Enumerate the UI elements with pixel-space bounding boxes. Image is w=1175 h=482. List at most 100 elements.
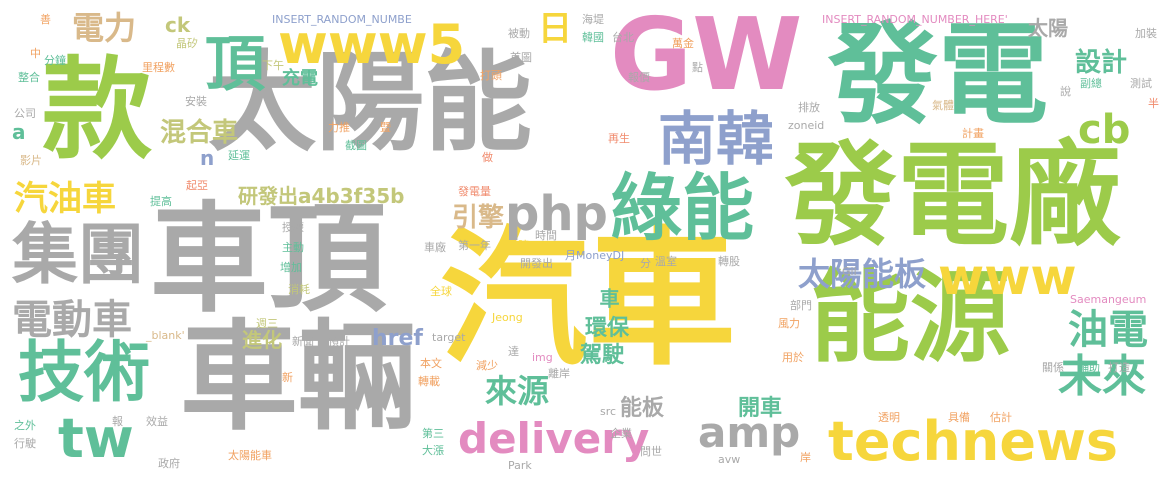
word: 企業	[610, 427, 632, 440]
word: 全球	[430, 285, 452, 298]
word: 安裝	[185, 95, 207, 108]
word: 延運	[228, 149, 250, 162]
word: 太陽	[1028, 16, 1068, 40]
word: 力推	[328, 121, 350, 134]
word: 離岸	[548, 367, 570, 380]
word: 風力	[778, 317, 800, 330]
word: 計畫	[962, 127, 984, 140]
word: 轉股	[718, 255, 740, 268]
word: 達	[508, 345, 519, 358]
word: 汽油車	[14, 179, 116, 219]
word: 油電	[1068, 307, 1148, 353]
word: src	[600, 405, 617, 418]
word: 溫室	[655, 255, 677, 268]
word: amp	[698, 408, 801, 457]
word: 關係	[1042, 361, 1064, 374]
word: 說	[1060, 85, 1071, 98]
word: 陣	[518, 239, 529, 252]
word: n	[200, 146, 215, 170]
word: 綠能	[610, 166, 755, 250]
word: 半	[1148, 97, 1159, 110]
word: a	[12, 120, 26, 144]
word: 週三	[256, 317, 278, 330]
word: 大漲	[422, 444, 444, 457]
word: 能板	[620, 396, 665, 421]
word: INSERT_RANDOM_NUMBE	[272, 13, 412, 26]
word: 下午	[262, 59, 284, 72]
word: Saemangeum	[1070, 293, 1147, 306]
word: 排放	[798, 101, 820, 114]
word: 消耗	[288, 283, 310, 296]
word: 設計	[1075, 48, 1128, 78]
word: href	[372, 326, 424, 351]
word: Jeong	[492, 311, 523, 324]
word: 整合	[18, 71, 40, 84]
word: 分鐘	[44, 54, 66, 67]
word: 測試	[1130, 77, 1152, 90]
word: 環保	[585, 316, 630, 341]
word: 駕駛	[580, 343, 625, 368]
word: 影片	[20, 154, 42, 167]
word: 首圖	[510, 51, 532, 64]
word: 本文	[420, 357, 442, 370]
word: 分	[640, 257, 651, 270]
word: 車頂	[150, 190, 387, 328]
word: 部門	[790, 299, 812, 312]
word: tw	[58, 407, 134, 470]
word: 引擎	[452, 203, 505, 233]
word: GW	[610, 0, 803, 113]
word: 晶矽	[176, 37, 198, 50]
word: 點	[692, 61, 703, 74]
word: 能源	[810, 259, 1010, 376]
word: 授權	[282, 221, 304, 234]
word: 韓國	[582, 31, 604, 44]
word: 輔助	[1078, 361, 1100, 374]
word: 進化	[242, 328, 282, 352]
word: 報價	[628, 71, 650, 84]
word: 新	[282, 371, 293, 384]
word: 增加	[280, 261, 302, 274]
word: 截圖	[345, 139, 367, 152]
word: 太陽能板	[798, 255, 927, 293]
word: 主動	[282, 241, 304, 254]
word: 充電	[282, 68, 318, 89]
word: target	[432, 331, 466, 344]
word: 效益	[146, 415, 168, 428]
word: 副總	[1080, 77, 1102, 90]
word: 新聞	[292, 335, 314, 348]
word: 提高	[150, 195, 172, 208]
word: 岸	[800, 451, 811, 464]
word: 做	[482, 151, 493, 164]
word: 中	[30, 47, 41, 60]
word: 電動車	[12, 297, 132, 343]
word: avw	[718, 453, 741, 466]
word: 轉載	[418, 375, 440, 388]
word: 打頭	[480, 69, 502, 82]
word: _blank'	[146, 329, 185, 342]
word: 頂	[205, 30, 265, 100]
word: 未來	[1058, 351, 1146, 402]
word: 月MoneyDJ	[565, 249, 625, 262]
word: 研發出a4b3f35b	[238, 184, 405, 208]
word: 時間	[535, 229, 557, 242]
word: 發電	[828, 11, 1048, 139]
word: 報	[112, 415, 123, 428]
word: delivery	[458, 414, 650, 463]
word: 汽車	[440, 213, 736, 385]
word: 善	[40, 13, 51, 26]
word: 款	[42, 46, 152, 174]
word: 透明	[878, 411, 900, 424]
word: 技術	[18, 334, 150, 411]
word: 政府	[158, 457, 180, 470]
word: 開車	[738, 396, 783, 421]
word: php	[505, 186, 608, 242]
word: 太陽能車	[228, 449, 272, 462]
word: 電力	[72, 9, 137, 47]
word: 之外	[14, 419, 36, 432]
word: 車廠	[424, 241, 446, 254]
word: 來源	[485, 372, 550, 410]
word: 太陽能	[208, 41, 533, 166]
word: 再生	[608, 132, 630, 145]
word: 用於	[782, 351, 804, 364]
